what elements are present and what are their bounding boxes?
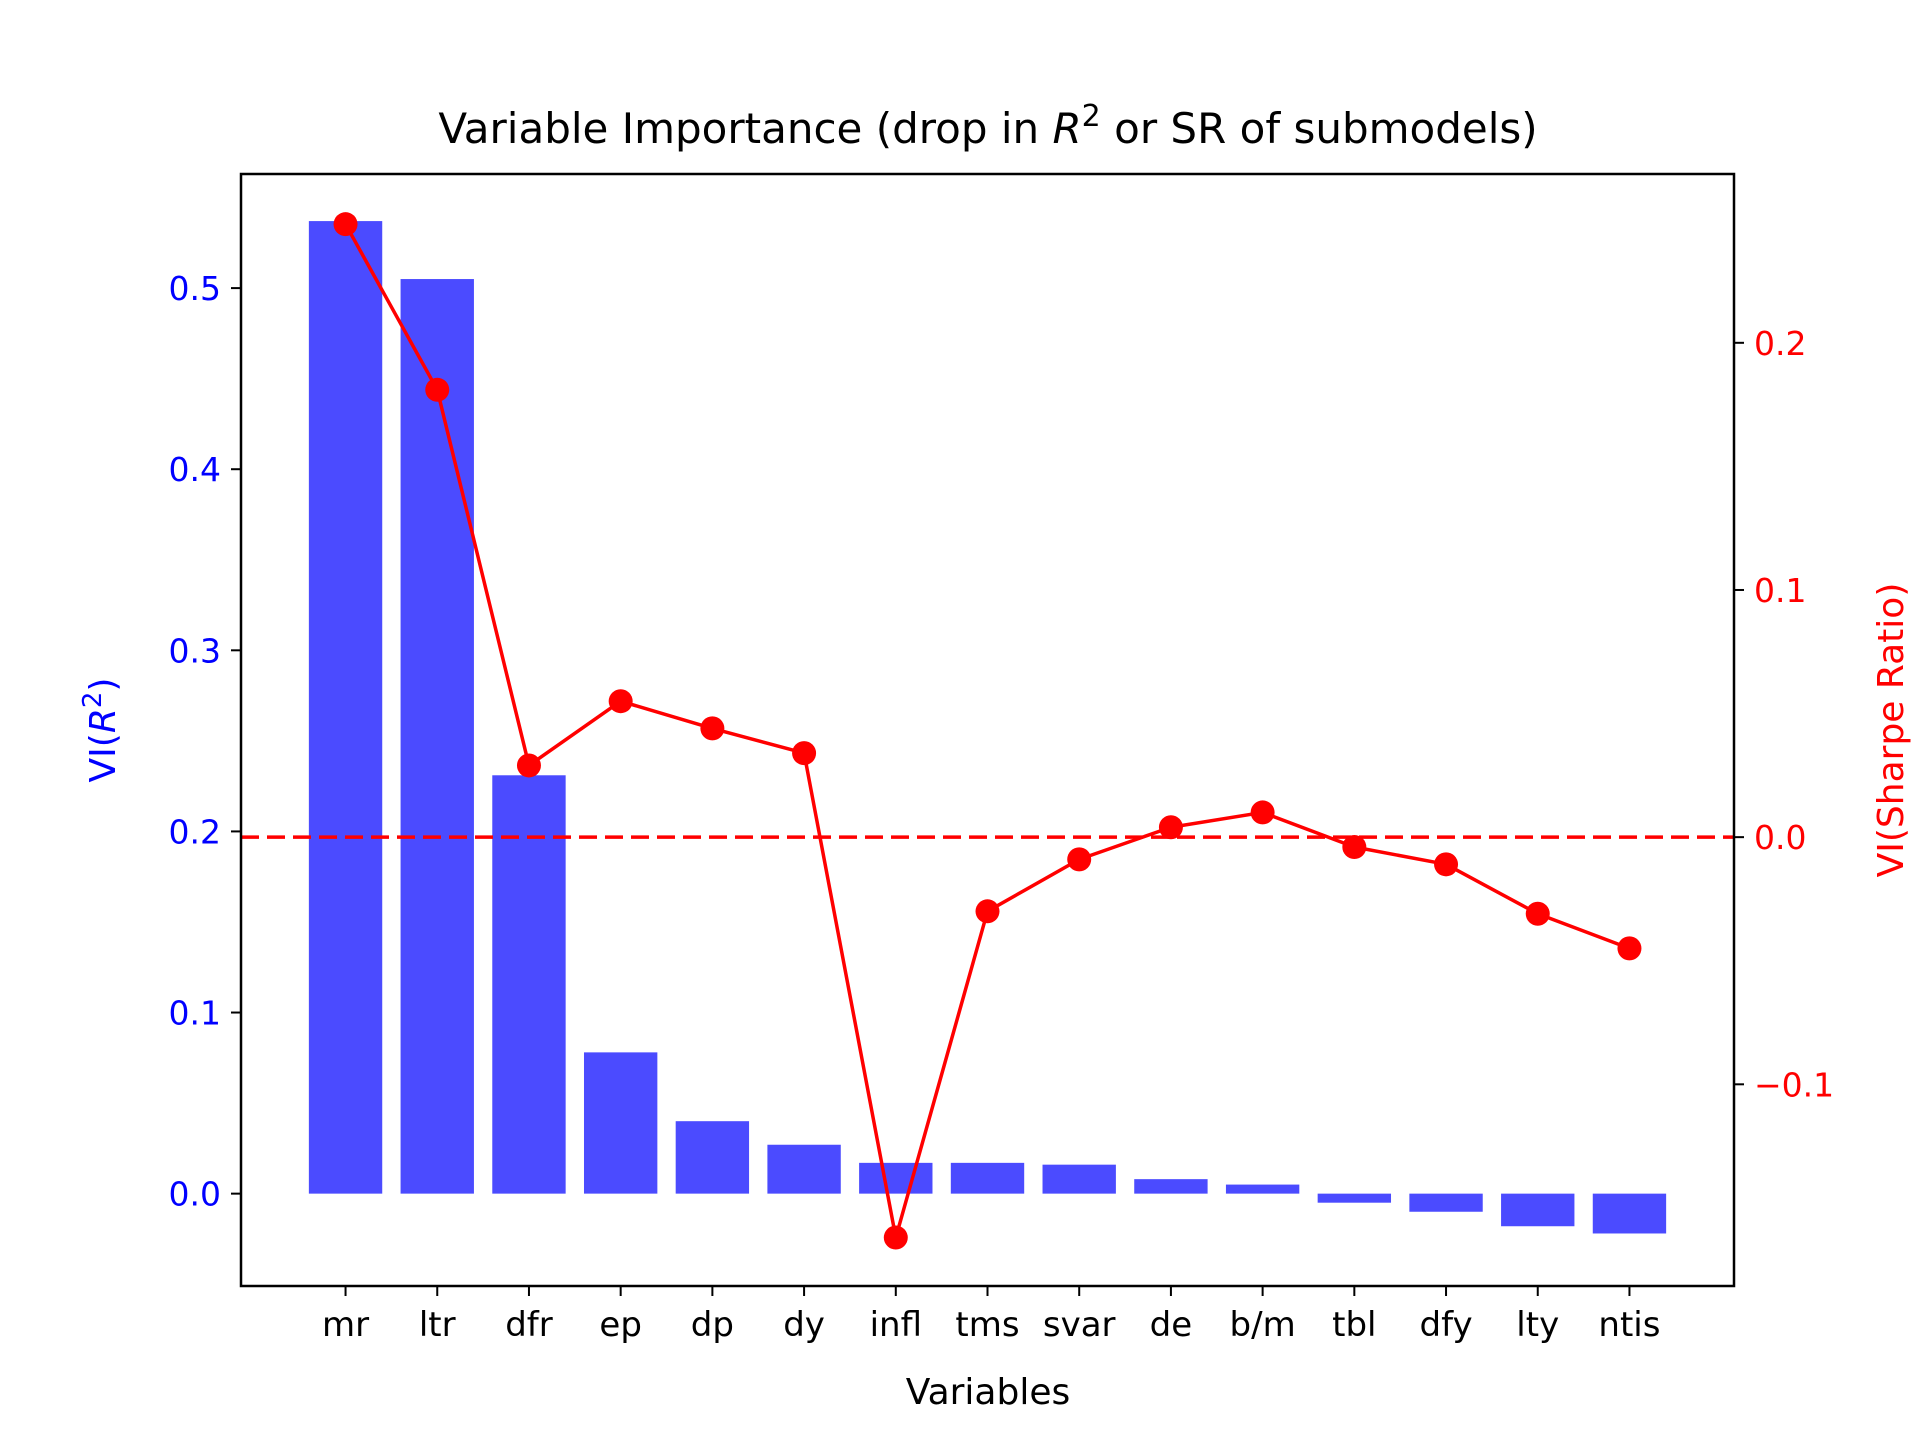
left-axis-label: VI(R2) (78, 678, 124, 783)
right-axis-label: VI(Sharpe Ratio) (1871, 583, 1912, 878)
point-de (1158, 815, 1183, 840)
x-tick-label: tms (955, 1305, 1019, 1345)
point-b-m (1250, 800, 1275, 825)
point-lty (1525, 901, 1550, 926)
bar-tbl (1317, 1193, 1392, 1203)
point-infl (883, 1225, 908, 1250)
point-svar (1067, 847, 1092, 872)
right-tick-label: −0.1 (1754, 1065, 1834, 1104)
x-tick-label: dfr (505, 1305, 553, 1345)
point-tms (975, 899, 1000, 924)
bar-infl (859, 1162, 933, 1194)
point-dfy (1434, 852, 1459, 877)
left-tick-label: 0.1 (169, 994, 221, 1033)
x-tick-label: dp (691, 1305, 734, 1345)
x-tick-label: infl (870, 1305, 922, 1345)
x-tick-label: ntis (1598, 1305, 1660, 1345)
left-tick-label: 0.4 (169, 450, 221, 489)
bar-mr (308, 221, 383, 1194)
x-tick-label: tbl (1332, 1305, 1376, 1345)
bar-lty (1501, 1193, 1575, 1227)
x-tick-label: ltr (419, 1305, 456, 1345)
point-dfr (516, 753, 541, 778)
right-tick-label: 0.0 (1754, 818, 1806, 857)
point-ntis (1617, 936, 1642, 961)
point-ep (608, 689, 633, 714)
right-tick-label: 0.2 (1754, 324, 1806, 363)
point-dp (700, 716, 725, 741)
x-axis: mr ltr dfr ep dp dy infl tms svar de b/m tbl dfy lty n… (322, 1286, 1660, 1345)
left-tick-label: 0.5 (169, 269, 221, 308)
x-tick-label: b/m (1230, 1305, 1296, 1345)
left-axis: 0.0 0.1 0.2 0.3 0.4 0.5 (169, 269, 241, 1214)
x-tick-label: de (1150, 1305, 1193, 1345)
right-tick-label: 0.1 (1754, 571, 1806, 610)
bar-dy (767, 1144, 841, 1194)
bar-series (308, 221, 1667, 1234)
bar-ep (583, 1052, 658, 1194)
bar-ntis (1592, 1193, 1667, 1234)
x-tick-label: svar (1043, 1305, 1116, 1345)
left-tick-label: 0.0 (169, 1175, 221, 1214)
x-tick-label: ep (599, 1305, 642, 1345)
left-tick-label: 0.3 (169, 631, 221, 670)
left-tick-label: 0.2 (169, 812, 221, 851)
right-axis: −0.1 0.0 0.1 0.2 (1734, 324, 1834, 1104)
bar-b-m (1225, 1184, 1300, 1194)
x-tick-label: mr (322, 1305, 369, 1345)
x-axis-label: Variables (906, 1372, 1071, 1413)
point-dy (792, 741, 817, 766)
bar-de (1134, 1179, 1208, 1194)
bar-tms (950, 1162, 1025, 1194)
x-tick-label: lty (1516, 1305, 1559, 1345)
bar-dfy (1409, 1193, 1483, 1212)
bar-svar (1042, 1164, 1116, 1194)
x-tick-label: dy (783, 1305, 825, 1345)
bar-ltr (400, 279, 474, 1194)
point-mr (333, 212, 358, 237)
bar-dp (675, 1121, 750, 1194)
point-ltr (425, 377, 450, 402)
point-tbl (1342, 835, 1367, 860)
line-series (333, 212, 1642, 1250)
bar-dfr (492, 775, 566, 1194)
chart-title: Variable Importance (drop in R2 or SR of… (438, 99, 1537, 153)
x-tick-label: dfy (1420, 1305, 1473, 1345)
